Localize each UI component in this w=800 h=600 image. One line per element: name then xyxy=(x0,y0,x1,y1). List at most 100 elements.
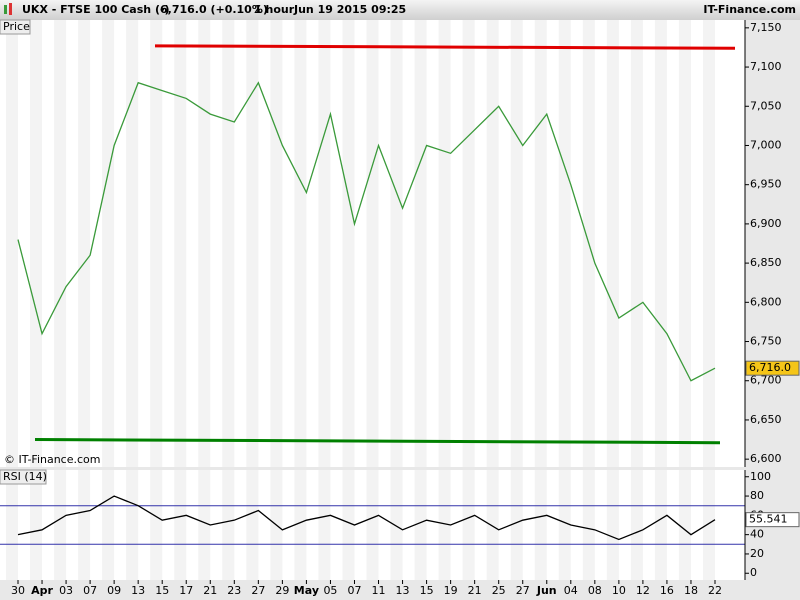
stripe xyxy=(246,470,259,580)
stripe xyxy=(606,20,619,467)
y-tick-label: 6,800 xyxy=(750,295,782,308)
x-tick-label: 18 xyxy=(684,584,698,597)
stripe xyxy=(654,470,667,580)
y-tick-label: 7,050 xyxy=(750,99,782,112)
stripe xyxy=(510,470,523,580)
stripe xyxy=(414,20,427,467)
stripe xyxy=(702,20,715,467)
stripe xyxy=(390,470,403,580)
x-tick-label: 15 xyxy=(420,584,434,597)
x-tick-label: 19 xyxy=(444,584,458,597)
y-tick-label: 7,000 xyxy=(750,138,782,151)
x-tick-label: 30 xyxy=(11,584,25,597)
stripe xyxy=(126,20,139,467)
stripe xyxy=(30,470,43,580)
x-tick-label: 12 xyxy=(636,584,650,597)
stripe xyxy=(414,470,427,580)
x-tick-label: 17 xyxy=(179,584,193,597)
rsi-label-box xyxy=(0,469,47,485)
stripe xyxy=(534,470,547,580)
stripe xyxy=(30,20,43,467)
x-tick-label: 11 xyxy=(372,584,386,597)
interval: 1 hour xyxy=(254,3,295,16)
stripe xyxy=(294,20,307,467)
x-tick-label: 15 xyxy=(155,584,169,597)
stripe xyxy=(678,20,691,467)
symbol: UKX - FTSE 100 Cash (-) xyxy=(22,3,170,16)
x-tick-label: 07 xyxy=(347,584,361,597)
y-tick-label: 6,750 xyxy=(750,335,782,348)
stripe xyxy=(54,470,67,580)
stripe xyxy=(462,20,475,467)
x-tick-label: 16 xyxy=(660,584,674,597)
x-tick-label: May xyxy=(294,584,319,597)
x-tick-label: 25 xyxy=(492,584,506,597)
brand: IT-Finance.com xyxy=(703,3,796,16)
stripe xyxy=(150,20,163,467)
stripe xyxy=(606,470,619,580)
stripe xyxy=(294,470,307,580)
x-tick-label: 23 xyxy=(227,584,241,597)
x-tick-label: 10 xyxy=(612,584,626,597)
x-tick-label: 05 xyxy=(323,584,337,597)
x-tick-label: 21 xyxy=(468,584,482,597)
last-value-label: 55.541 xyxy=(749,513,788,526)
stripe xyxy=(654,20,667,467)
datetime: Jun 19 2015 09:25 xyxy=(293,3,406,16)
x-tick-label: 29 xyxy=(275,584,289,597)
stripe xyxy=(5,470,18,580)
stripe xyxy=(486,470,499,580)
y-tick-label: 20 xyxy=(750,547,764,560)
y-tick-label: 6,950 xyxy=(750,178,782,191)
header-bar xyxy=(0,0,800,20)
stripe xyxy=(222,20,235,467)
x-tick-label: 21 xyxy=(203,584,217,597)
stripe xyxy=(390,20,403,467)
y-tick-label: 40 xyxy=(750,528,764,541)
stripe xyxy=(318,470,331,580)
stripe xyxy=(78,20,91,467)
last-value-box xyxy=(745,360,800,376)
stripe xyxy=(174,470,187,580)
x-tick-label: 03 xyxy=(59,584,73,597)
stripe xyxy=(150,470,163,580)
stripe xyxy=(342,20,355,467)
stripe xyxy=(438,470,451,580)
stripe xyxy=(318,20,331,467)
stripe xyxy=(462,470,475,580)
series-line xyxy=(17,495,716,541)
stripe xyxy=(342,470,355,580)
stripe xyxy=(78,470,91,580)
day-stripes xyxy=(5,20,715,580)
stripe xyxy=(582,470,595,580)
stripe xyxy=(126,470,139,580)
stripe xyxy=(198,470,211,580)
y-tick-label: 6,600 xyxy=(750,452,782,465)
stripe xyxy=(270,20,283,467)
series-line xyxy=(17,81,716,382)
x-tick-label: 13 xyxy=(131,584,145,597)
stripe xyxy=(630,470,643,580)
x-tick-label: Jun xyxy=(536,584,557,597)
stripe xyxy=(102,470,115,580)
stripe xyxy=(678,470,691,580)
x-tick-label: 27 xyxy=(516,584,530,597)
y-tick-label: 7,150 xyxy=(750,21,782,34)
stripe xyxy=(222,470,235,580)
price-panel-label: Price xyxy=(3,20,30,33)
y-tick-label: 6,650 xyxy=(750,413,782,426)
stripe xyxy=(438,20,451,467)
stripe xyxy=(558,20,571,467)
stripe xyxy=(5,20,18,467)
quote: 6,716.0 (+0.10%) xyxy=(160,3,268,16)
stripe xyxy=(534,20,547,467)
x-tick-label: 07 xyxy=(83,584,97,597)
stripe xyxy=(366,20,379,467)
stripe xyxy=(246,20,259,467)
y-tick-label: 80 xyxy=(750,489,764,502)
x-tick-label: 08 xyxy=(588,584,602,597)
resistance-line xyxy=(154,44,736,50)
support-line xyxy=(34,438,721,445)
last-value-label: 6,716.0 xyxy=(749,361,791,374)
